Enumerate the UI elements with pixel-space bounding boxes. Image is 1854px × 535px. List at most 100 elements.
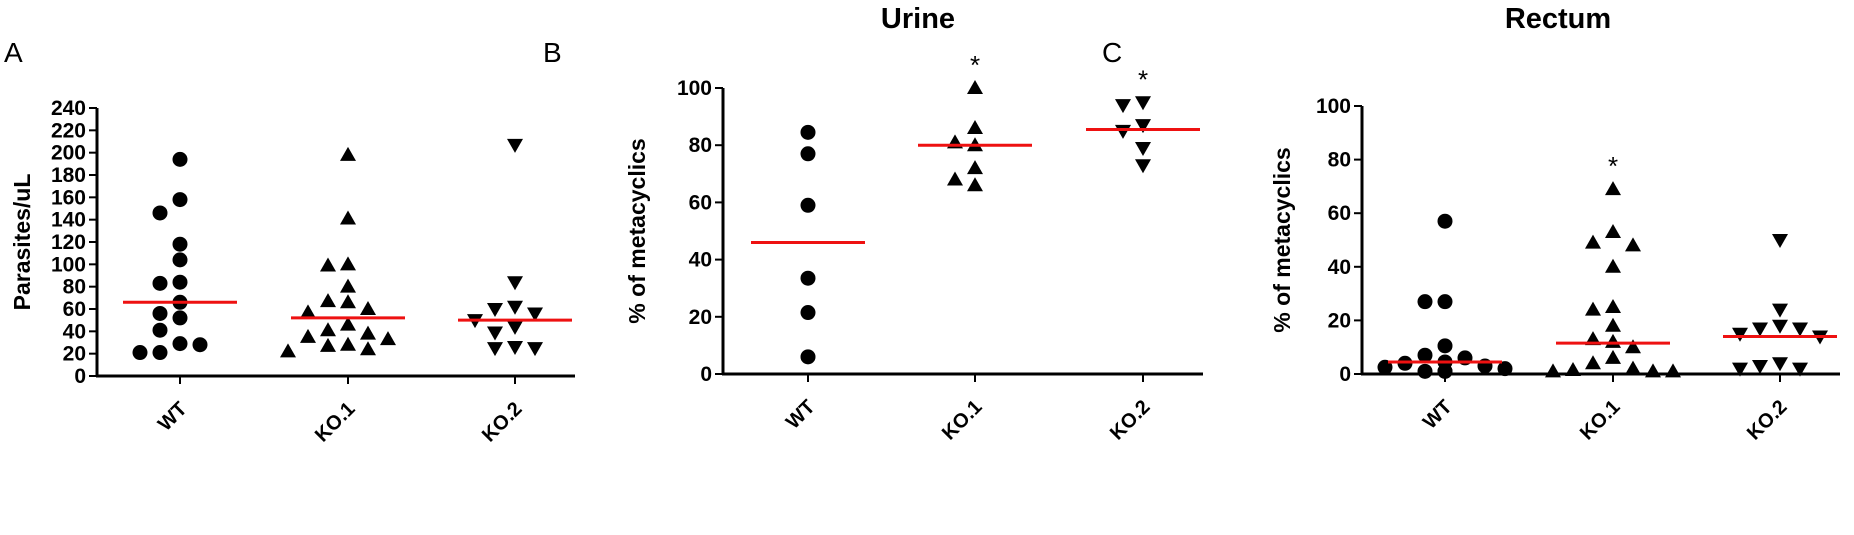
x-tick-label: KO.1 bbox=[311, 398, 360, 447]
data-point-triangle-up bbox=[1545, 363, 1561, 378]
y-tick-label: 20 bbox=[689, 306, 712, 329]
y-tick-label: 160 bbox=[51, 186, 86, 209]
data-point-triangle-up bbox=[1605, 258, 1621, 273]
data-point-triangle-down bbox=[1772, 234, 1788, 248]
data-point-triangle-up bbox=[1605, 333, 1621, 348]
y-tick-label: 100 bbox=[51, 253, 86, 276]
y-axis-label: % of metacyclics bbox=[1269, 147, 1295, 332]
data-point-circle bbox=[152, 305, 168, 321]
data-point-triangle-down bbox=[1792, 322, 1808, 337]
data-point-triangle-down bbox=[1732, 362, 1748, 377]
y-axis-label: % of metacyclics bbox=[624, 138, 650, 323]
x-tick-label: KO.2 bbox=[1106, 396, 1155, 445]
data-point-triangle-down bbox=[1772, 357, 1788, 372]
x-tick-label: WT bbox=[782, 396, 820, 434]
data-point-circle bbox=[152, 205, 168, 221]
y-tick-label: 0 bbox=[700, 363, 712, 386]
data-point-triangle-up bbox=[380, 331, 396, 346]
data-point-circle bbox=[172, 252, 188, 268]
significance-asterisk: * bbox=[1608, 151, 1618, 181]
x-tick-label: WT bbox=[1419, 396, 1457, 434]
data-point-triangle-up bbox=[300, 304, 316, 319]
data-point-triangle-down bbox=[1732, 327, 1748, 342]
y-tick-label: 80 bbox=[1328, 149, 1351, 172]
chart-title: Urine bbox=[881, 3, 955, 35]
data-point-triangle-up bbox=[340, 146, 356, 161]
y-tick-label: 240 bbox=[51, 97, 86, 120]
panel-c: C Rectum 0 20 40 60 80 100 % of metacyclics WT KO.… bbox=[1102, 3, 1840, 445]
data-point-circle bbox=[800, 270, 816, 286]
data-point-triangle-up bbox=[1625, 339, 1641, 354]
y-tick-label: 200 bbox=[51, 142, 86, 165]
y-tick-label: 60 bbox=[689, 191, 712, 214]
data-point-circle bbox=[1417, 294, 1433, 310]
y-tick-label: 40 bbox=[1328, 256, 1351, 279]
data-point-circle bbox=[172, 192, 188, 208]
data-point-triangle-up bbox=[967, 80, 983, 94]
data-point-triangle-down bbox=[1772, 303, 1788, 318]
chart-title: Rectum bbox=[1505, 3, 1611, 35]
y-tick-label: 100 bbox=[677, 77, 712, 100]
data-point-triangle-up bbox=[340, 294, 356, 309]
data-point-circle bbox=[1417, 363, 1433, 379]
data-point-triangle-down bbox=[1752, 322, 1768, 337]
data-point-triangle-up bbox=[340, 278, 356, 293]
data-point-circle bbox=[800, 305, 816, 321]
data-point-triangle-down bbox=[507, 320, 523, 335]
data-point-triangle-up bbox=[340, 316, 356, 331]
data-point-circle bbox=[172, 236, 188, 252]
significance-asterisk: * bbox=[1138, 64, 1148, 94]
panel-label: B bbox=[543, 37, 562, 68]
data-point-triangle-up bbox=[300, 328, 316, 343]
y-tick-label: 100 bbox=[1316, 95, 1351, 118]
data-point-triangle-down bbox=[507, 276, 523, 291]
y-tick-label: 140 bbox=[51, 209, 86, 232]
data-point-triangle-up bbox=[1605, 299, 1621, 313]
data-point-triangle-down bbox=[1135, 159, 1151, 174]
data-point-circle bbox=[1417, 347, 1433, 363]
data-point-triangle-up bbox=[340, 336, 356, 351]
x-tick-label: KO.1 bbox=[1576, 396, 1625, 445]
data-point-triangle-up bbox=[947, 171, 963, 186]
data-point-triangle-up bbox=[340, 210, 356, 225]
data-point-triangle-up bbox=[280, 343, 296, 358]
data-point-triangle-down bbox=[527, 307, 543, 322]
y-tick-label: 20 bbox=[1328, 309, 1351, 332]
data-point-triangle-up bbox=[360, 341, 376, 356]
y-tick-label: 60 bbox=[1328, 202, 1351, 225]
data-point-triangle-down bbox=[1135, 142, 1151, 157]
data-point-circle bbox=[152, 345, 168, 361]
data-point-triangle-down bbox=[507, 300, 523, 315]
data-point-triangle-up bbox=[320, 293, 336, 308]
data-point-triangle-down bbox=[1135, 119, 1151, 134]
data-point-triangle-up bbox=[967, 177, 983, 192]
data-point-triangle-down bbox=[1115, 124, 1131, 139]
data-point-triangle-up bbox=[320, 322, 336, 337]
data-point-triangle-up bbox=[360, 325, 376, 340]
data-point-triangle-up bbox=[1605, 349, 1621, 364]
data-point-triangle-up bbox=[320, 337, 336, 352]
y-tick-label: 0 bbox=[74, 365, 86, 388]
data-point-triangle-down bbox=[1772, 319, 1788, 334]
x-tick-label: KO.1 bbox=[938, 396, 987, 445]
data-point-triangle-up bbox=[1565, 361, 1581, 376]
data-point-circle bbox=[1437, 294, 1453, 310]
data-point-circle bbox=[152, 275, 168, 291]
data-point-triangle-down bbox=[487, 326, 503, 341]
data-point-circle bbox=[800, 349, 816, 365]
data-point-triangle-up bbox=[360, 301, 376, 315]
data-point-circle bbox=[1377, 359, 1393, 375]
data-point-circle bbox=[152, 322, 168, 338]
y-tick-label: 20 bbox=[63, 343, 86, 366]
data-point-triangle-down bbox=[487, 303, 503, 317]
data-point-circle bbox=[800, 146, 816, 162]
data-point-triangle-down bbox=[527, 342, 543, 357]
y-tick-label: 40 bbox=[63, 320, 86, 343]
y-tick-label: 120 bbox=[51, 231, 86, 254]
y-tick-label: 60 bbox=[63, 298, 86, 321]
data-point-triangle-up bbox=[340, 256, 356, 271]
data-point-circle bbox=[800, 124, 816, 140]
data-point-circle bbox=[800, 197, 816, 213]
